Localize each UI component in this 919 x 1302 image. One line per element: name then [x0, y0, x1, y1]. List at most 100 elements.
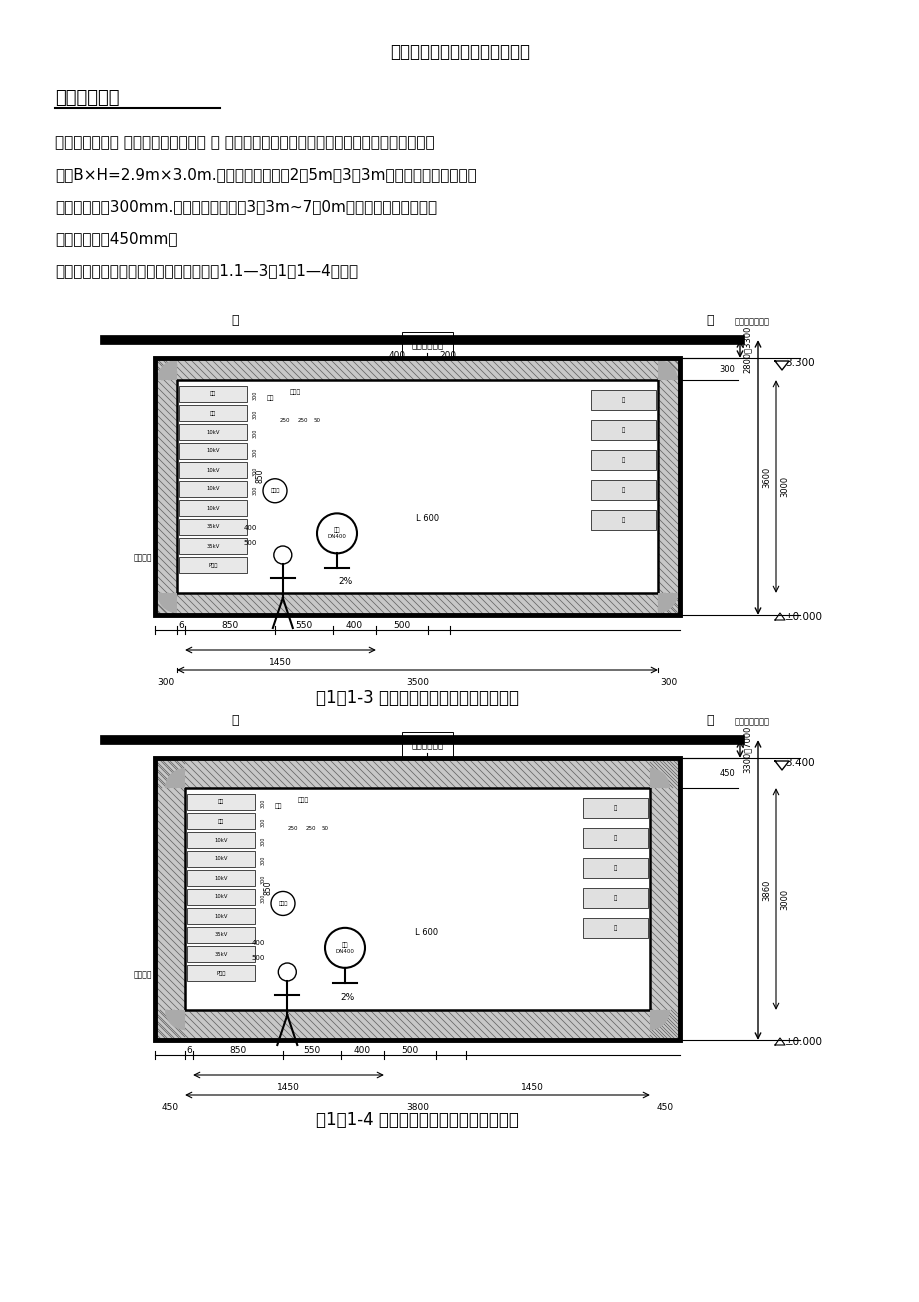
Bar — [590, 391, 655, 410]
Text: 综合管廊中线: 综合管廊中线 — [411, 341, 443, 350]
Text: 300: 300 — [261, 875, 266, 884]
Bar — [583, 918, 647, 937]
Text: 250: 250 — [279, 418, 289, 423]
Text: L 600: L 600 — [414, 928, 437, 937]
Text: 2%: 2% — [340, 993, 355, 1003]
Text: 10kV: 10kV — [214, 875, 228, 880]
Bar — [179, 519, 246, 535]
Bar — [583, 888, 647, 907]
Text: 排水
DN400: 排水 DN400 — [335, 943, 354, 953]
Bar — [176, 380, 657, 592]
Text: 300: 300 — [660, 678, 677, 687]
Text: 南: 南 — [706, 713, 713, 727]
Text: 图1。1-4 综合管廊标准断面示意图（二）: 图1。1-4 综合管廊标准断面示意图（二） — [316, 1111, 518, 1129]
Text: 南: 南 — [706, 314, 713, 327]
Text: 300: 300 — [253, 467, 257, 477]
Circle shape — [278, 963, 296, 980]
Text: 2%: 2% — [338, 577, 352, 586]
Bar — [154, 358, 176, 615]
Bar — [187, 927, 255, 943]
Text: 300: 300 — [253, 486, 257, 495]
Text: 450: 450 — [719, 768, 734, 777]
Polygon shape — [657, 359, 677, 380]
Bar — [583, 798, 647, 818]
Bar — [179, 538, 246, 553]
Text: 850: 850 — [221, 621, 238, 630]
Text: 1450: 1450 — [277, 1083, 300, 1092]
Text: 品: 品 — [621, 517, 624, 523]
Polygon shape — [650, 1010, 669, 1030]
Text: 地下管廊模板工程专项施工方案: 地下管廊模板工程专项施工方案 — [390, 43, 529, 61]
Bar — [154, 1010, 679, 1040]
Bar — [590, 450, 655, 470]
Text: 北: 北 — [231, 713, 239, 727]
Text: 3000: 3000 — [779, 888, 789, 910]
Text: 450: 450 — [656, 1103, 673, 1112]
Text: 300: 300 — [261, 837, 266, 846]
Text: 35kV: 35kV — [214, 952, 227, 957]
Polygon shape — [650, 768, 669, 788]
Text: ±0.000: ±0.000 — [784, 1036, 823, 1047]
Text: 300: 300 — [253, 410, 257, 419]
Text: 排水设施: 排水设施 — [133, 553, 152, 562]
Text: 照明: 照明 — [274, 803, 281, 809]
Text: 3000: 3000 — [779, 477, 789, 497]
Bar — [187, 852, 255, 867]
Bar — [187, 889, 255, 905]
Circle shape — [324, 928, 365, 967]
Text: 300: 300 — [253, 428, 257, 439]
Text: P信息: P信息 — [216, 970, 225, 975]
Polygon shape — [657, 592, 677, 613]
Text: 50: 50 — [313, 418, 320, 423]
Text: 500: 500 — [393, 621, 410, 630]
Text: 850: 850 — [255, 469, 265, 483]
Text: 35kV: 35kV — [206, 543, 220, 548]
Text: 300: 300 — [253, 448, 257, 457]
Bar — [590, 480, 655, 500]
Text: ±0.000: ±0.000 — [784, 612, 823, 622]
Text: 10kV: 10kV — [206, 505, 220, 510]
Bar — [657, 358, 679, 615]
Bar — [187, 870, 255, 885]
Text: 1450: 1450 — [520, 1083, 543, 1092]
Text: P信息: P信息 — [208, 562, 218, 568]
Text: 250: 250 — [305, 825, 316, 831]
Text: 10kV: 10kV — [206, 430, 220, 435]
Text: 品: 品 — [621, 427, 624, 432]
Text: 550: 550 — [303, 1046, 321, 1055]
Text: 400: 400 — [354, 1046, 370, 1055]
Text: 品: 品 — [613, 896, 617, 901]
Text: 3.400: 3.400 — [784, 758, 813, 768]
Bar — [154, 758, 679, 788]
Text: 300: 300 — [719, 365, 734, 374]
Polygon shape — [165, 768, 185, 788]
Text: 400: 400 — [388, 350, 405, 359]
Text: 6: 6 — [186, 1046, 192, 1055]
Bar — [583, 858, 647, 878]
Bar — [179, 500, 246, 516]
Text: 品: 品 — [613, 835, 617, 841]
Bar — [187, 907, 255, 924]
Text: 500: 500 — [251, 954, 265, 961]
Text: 排水
DN400: 排水 DN400 — [327, 527, 346, 539]
Bar — [179, 443, 246, 460]
Text: 250: 250 — [298, 418, 308, 423]
Text: 品用: 品用 — [210, 392, 216, 397]
Text: 450: 450 — [161, 1103, 178, 1112]
Bar — [179, 424, 246, 440]
Text: 300: 300 — [157, 678, 175, 687]
Text: 灭火器: 灭火器 — [270, 488, 279, 493]
Text: 10kV: 10kV — [206, 448, 220, 453]
Text: L 600: L 600 — [415, 514, 438, 523]
Text: 3800: 3800 — [405, 1103, 428, 1112]
Text: 500: 500 — [243, 540, 256, 547]
Text: 300: 300 — [261, 799, 266, 809]
Text: 400: 400 — [243, 526, 256, 531]
Text: 3.300: 3.300 — [784, 358, 813, 368]
Text: 400: 400 — [346, 621, 363, 630]
Text: 品: 品 — [613, 805, 617, 811]
Text: 品用: 品用 — [218, 799, 224, 805]
Bar — [187, 832, 255, 848]
Text: 35kV: 35kV — [206, 525, 220, 530]
Text: 3300～7000: 3300～7000 — [743, 725, 751, 772]
